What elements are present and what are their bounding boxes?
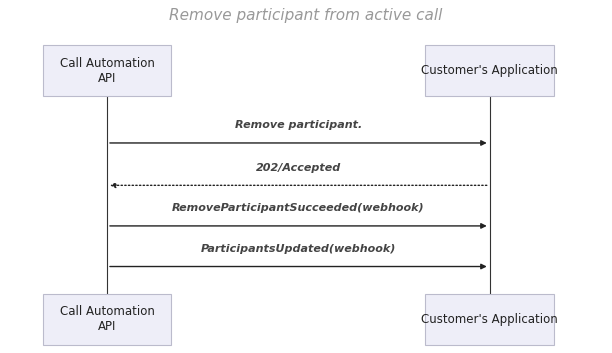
Text: Call Automation
API: Call Automation API <box>59 305 155 334</box>
FancyBboxPatch shape <box>425 45 554 96</box>
Text: ParticipantsUpdated(webhook): ParticipantsUpdated(webhook) <box>201 244 396 254</box>
Text: Remove participant from active call: Remove participant from active call <box>170 8 442 23</box>
Text: Customer's Application: Customer's Application <box>421 64 558 77</box>
Text: Remove participant.: Remove participant. <box>235 120 362 130</box>
Text: Customer's Application: Customer's Application <box>421 313 558 326</box>
FancyBboxPatch shape <box>43 294 171 345</box>
Text: 202/Accepted: 202/Accepted <box>256 163 341 173</box>
FancyBboxPatch shape <box>425 294 554 345</box>
Text: Call Automation
API: Call Automation API <box>59 56 155 85</box>
FancyBboxPatch shape <box>43 45 171 96</box>
Text: RemoveParticipantSucceeded(webhook): RemoveParticipantSucceeded(webhook) <box>172 203 425 213</box>
